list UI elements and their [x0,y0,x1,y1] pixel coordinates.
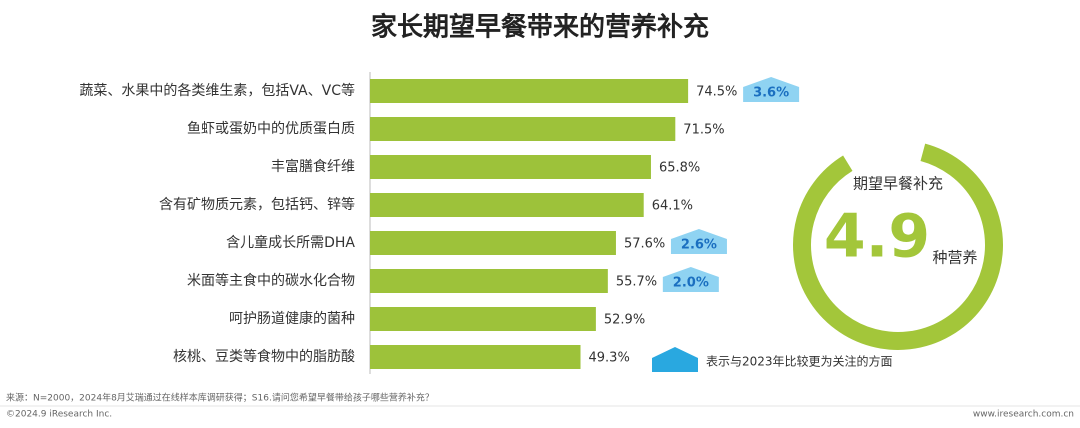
category-label: 蔬菜、水果中的各类维生素，包括VA、VC等 [79,82,355,99]
value-label: 71.5% [683,123,724,138]
bar [370,117,676,141]
website: www.iresearch.com.cn [973,410,1074,420]
copyright: ©2024.9 iResearch Inc. [6,410,112,420]
category-label: 米面等主食中的碳水化合物 [187,272,355,289]
source: 来源：N=2000，2024年8月艾瑞通过在线样本库调研获得；S16.请问您希望… [6,392,434,404]
summary-value: 4.9 [824,202,930,272]
category-label: 含儿童成长所需DHA [226,234,355,251]
legend-badge [652,347,698,372]
value-label: 52.9% [604,313,645,328]
value-label: 65.8% [659,161,700,176]
bar [370,79,689,103]
category-label: 鱼虾或蛋奶中的优质蛋白质 [187,120,355,137]
increase-badge [743,77,800,102]
bar [370,345,581,369]
bar [370,155,651,179]
value-label: 74.5% [696,85,737,100]
summary-label: 期望早餐补充 [853,175,943,193]
value-label: 55.7% [616,275,657,290]
category-label: 含有矿物质元素，包括钙、锌等 [159,196,355,213]
bar [370,307,596,331]
value-label: 49.3% [589,351,630,366]
value-label: 57.6% [624,237,665,252]
increase-badge [670,229,727,254]
increase-label: 3.6% [753,86,789,101]
bar [370,193,644,217]
bar [370,231,616,255]
legend-text: 表示与2023年比较更为关注的方面 [706,354,893,369]
bar [370,269,608,293]
category-label: 呵护肠道健康的菌种 [229,310,355,327]
category-label: 丰富膳食纤维 [271,158,355,175]
chart-title: 家长期望早餐带来的营养补充 [371,12,709,43]
category-label: 核桃、豆类等食物中的脂肪酸 [173,348,355,365]
increase-label: 2.0% [673,276,709,291]
increase-label: 2.6% [681,238,717,253]
increase-badge [662,267,719,292]
summary-unit: 种营养 [932,249,977,267]
value-label: 64.1% [652,199,693,214]
